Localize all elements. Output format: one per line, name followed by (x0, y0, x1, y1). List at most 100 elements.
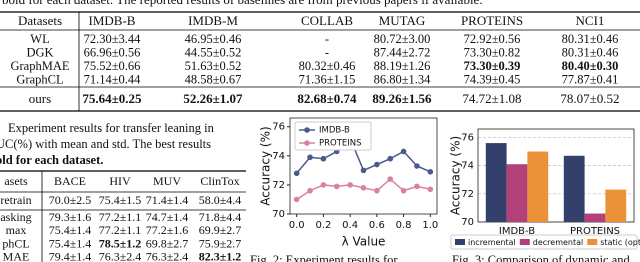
table-header: HIV (109, 174, 131, 188)
point (387, 176, 394, 182)
y-axis-label: Accuracy (%) (259, 126, 273, 205)
table-cell: 51.63±0.52 (185, 59, 242, 73)
table-header: MUTAG (379, 13, 426, 28)
table-cell: 73.30±0.39 (464, 59, 521, 73)
x-tick-label: PROTEINS (570, 226, 620, 237)
legend-marker (304, 140, 310, 146)
point (387, 155, 394, 162)
y-tick-label: 72 (272, 180, 285, 191)
legend-swatch (519, 239, 530, 245)
y-tick-label: 70 (272, 209, 285, 220)
bar (605, 189, 627, 222)
point (360, 185, 367, 191)
legend-label: static (optimal) (600, 238, 640, 247)
bar (485, 143, 507, 222)
plot-frame (477, 128, 635, 223)
table-cell: 75.9±2.7 (199, 236, 242, 250)
point (360, 167, 367, 174)
table-cell: 80.72±3.00 (374, 32, 431, 46)
table-cell: 66.96±0.56 (84, 45, 141, 59)
point (293, 170, 300, 177)
caption-text: UC(%) with mean and std. The best result… (0, 137, 211, 151)
point (347, 182, 353, 188)
table-cell: 75.4±1.4 (49, 236, 92, 250)
figure-caption: Fig. 3: Comparison of dynamic and (452, 253, 631, 262)
table-cell: 88.19±1.26 (374, 59, 431, 73)
table-header: MUV (153, 174, 181, 188)
table-cell: 71.14±0.44 (84, 72, 142, 86)
table-cell: 82.68±0.74 (297, 91, 357, 106)
table-cell: 75.64±0.25 (82, 91, 142, 106)
table-cell: GraphMAE (10, 59, 69, 73)
point (320, 155, 327, 162)
table-cell: 79.4±1.4 (49, 250, 92, 262)
table-header: PROTEINS (461, 13, 523, 28)
table-cell: 77.2±1.6 (146, 223, 189, 237)
point (293, 196, 300, 203)
table-cell: 87.44±2.72 (374, 45, 431, 59)
table-cell: max (6, 223, 27, 237)
table-header: IMDB-M (188, 13, 238, 28)
x-axis-label: λ Value (342, 235, 386, 249)
table-cell: 71.36±1.15 (299, 72, 356, 86)
table-cell: 70.0±2.5 (49, 193, 92, 207)
point (320, 182, 327, 188)
table-cell: phCL (2, 236, 29, 250)
table-cell: - (325, 45, 329, 59)
legend-label: decremental (533, 238, 583, 247)
bar (527, 151, 549, 222)
caption-text: Experiment results for transfer leaning … (8, 121, 215, 135)
y-tick-label: 74 (272, 151, 285, 162)
y-tick-label: 72 (461, 189, 474, 200)
table-header: ClinTox (200, 174, 239, 188)
table-cell: 69.9±2.7 (199, 223, 242, 237)
table-cell: GraphCL (16, 72, 63, 86)
table-cell: 72.92±0.56 (464, 32, 521, 46)
figure-caption: Fig. 2: Experiment results for (250, 253, 398, 262)
table-cell: 58.0±4.4 (199, 193, 242, 207)
point (414, 163, 420, 169)
y-tick-label: 76 (272, 122, 285, 133)
table-cell: 52.26±1.07 (183, 91, 243, 106)
legend-label: incremental (468, 238, 516, 247)
point (374, 161, 380, 168)
table-cell: 75.4±1.4 (49, 223, 92, 237)
table-cell: 78.07±0.52 (560, 91, 619, 106)
point (374, 187, 380, 194)
point (427, 169, 434, 175)
legend-label: IMDB-B (319, 126, 350, 136)
table-cell: 76.3±2.4 (146, 250, 189, 262)
table-cell: MAE (3, 250, 30, 262)
x-tick-label: 0.6 (369, 220, 385, 231)
x-tick-label: 0.2 (315, 220, 331, 231)
table-cell: 80.32±0.46 (299, 59, 356, 73)
table-cell: 71.8±4.4 (199, 210, 242, 224)
table-cell: 80.31±0.46 (562, 32, 619, 46)
point (400, 187, 407, 194)
bar (584, 213, 606, 222)
legend-marker (304, 127, 310, 133)
table-cell: 75.52±0.66 (84, 59, 141, 73)
table-cell: 79.3±1.6 (49, 210, 92, 224)
legend-box (450, 234, 638, 250)
bar (563, 155, 585, 222)
table-header: COLLAB (301, 13, 353, 28)
table-cell: 44.55±0.52 (185, 45, 242, 59)
table-cell: DGK (26, 45, 53, 59)
table-cell: ours (29, 91, 51, 106)
bar (506, 164, 528, 222)
table-cell: 77.2±1.1 (99, 210, 142, 224)
point (427, 186, 434, 193)
y-tick-label: 76 (461, 132, 474, 143)
table-cell: 48.58±0.67 (185, 72, 242, 86)
point (307, 154, 313, 161)
point (333, 183, 340, 190)
point (307, 187, 313, 194)
x-tick-label: 0.8 (396, 220, 412, 231)
table-cell: 72.30±3.44 (84, 32, 142, 46)
table-header: asets (4, 174, 28, 188)
legend-label: PROTEINS (319, 139, 362, 149)
point (414, 183, 420, 190)
